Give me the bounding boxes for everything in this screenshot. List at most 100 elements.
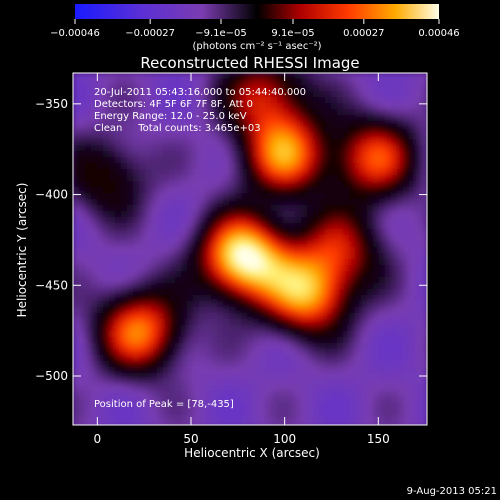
heatmap-cell bbox=[175, 367, 182, 374]
heatmap-cell bbox=[343, 193, 350, 200]
heatmap-cell bbox=[355, 403, 362, 410]
heatmap-cell bbox=[337, 115, 344, 122]
heatmap-cell bbox=[385, 73, 392, 80]
heatmap-cell bbox=[241, 361, 248, 368]
heatmap-cell bbox=[343, 127, 350, 134]
heatmap-cell bbox=[181, 325, 188, 332]
heatmap-cell bbox=[97, 145, 104, 152]
heatmap-cell bbox=[301, 109, 308, 116]
heatmap-cell bbox=[187, 295, 194, 302]
heatmap-cell bbox=[319, 355, 326, 362]
heatmap-cell bbox=[175, 253, 182, 260]
heatmap-cell bbox=[409, 409, 416, 416]
heatmap-cell bbox=[85, 223, 92, 230]
heatmap-cell bbox=[343, 103, 350, 110]
heatmap-cell bbox=[223, 337, 230, 344]
heatmap-cell bbox=[337, 265, 344, 272]
heatmap-cell bbox=[187, 205, 194, 212]
heatmap-cell bbox=[373, 373, 380, 380]
heatmap-cell bbox=[301, 277, 308, 284]
heatmap-cell bbox=[199, 133, 206, 140]
heatmap-cell bbox=[265, 175, 272, 182]
heatmap-cell bbox=[109, 139, 116, 146]
timestamp: 9-Aug-2013 05:21 bbox=[407, 486, 497, 497]
heatmap-cell bbox=[217, 355, 224, 362]
heatmap-cell bbox=[283, 349, 290, 356]
heatmap-cell bbox=[409, 343, 416, 350]
heatmap-cell bbox=[103, 331, 110, 338]
heatmap-cell bbox=[211, 85, 218, 92]
heatmap-cell bbox=[415, 103, 422, 110]
heatmap-cell bbox=[247, 115, 254, 122]
heatmap-cell bbox=[163, 271, 170, 278]
heatmap-cell bbox=[121, 217, 128, 224]
heatmap-cell bbox=[415, 277, 422, 284]
heatmap-cell bbox=[73, 367, 80, 374]
heatmap-cell bbox=[235, 73, 242, 80]
heatmap-cell bbox=[169, 385, 176, 392]
heatmap-cell bbox=[379, 277, 386, 284]
heatmap-cell bbox=[397, 91, 404, 98]
heatmap-cell bbox=[301, 229, 308, 236]
heatmap-cell bbox=[349, 253, 356, 260]
heatmap-cell bbox=[409, 181, 416, 188]
heatmap-cell bbox=[343, 325, 350, 332]
heatmap-cell bbox=[295, 319, 302, 326]
heatmap-cell bbox=[349, 343, 356, 350]
heatmap-cell bbox=[349, 385, 356, 392]
heatmap-cell bbox=[133, 151, 140, 158]
heatmap-cell bbox=[295, 241, 302, 248]
heatmap-cell bbox=[133, 79, 140, 86]
heatmap-cell bbox=[169, 103, 176, 110]
heatmap-cell bbox=[115, 133, 122, 140]
heatmap-cell bbox=[355, 97, 362, 104]
heatmap-cell bbox=[259, 295, 266, 302]
heatmap-cell bbox=[403, 331, 410, 338]
heatmap-cell bbox=[421, 127, 427, 134]
heatmap-cell bbox=[79, 103, 86, 110]
heatmap-cell bbox=[79, 115, 86, 122]
heatmap-cell bbox=[373, 337, 380, 344]
heatmap-cell bbox=[217, 91, 224, 98]
heatmap-cell bbox=[91, 211, 98, 218]
heatmap-cell bbox=[79, 181, 86, 188]
heatmap-cell bbox=[127, 211, 134, 218]
heatmap-cell bbox=[145, 343, 152, 350]
heatmap-cell bbox=[169, 409, 176, 416]
heatmap-cell bbox=[205, 283, 212, 290]
heatmap-cell bbox=[121, 199, 128, 206]
heatmap-cell bbox=[313, 319, 320, 326]
heatmap-cell bbox=[211, 421, 218, 425]
heatmap-cell bbox=[409, 355, 416, 362]
heatmap-cell bbox=[403, 259, 410, 266]
heatmap-cell bbox=[271, 91, 278, 98]
heatmap-cell bbox=[409, 217, 416, 224]
heatmap-cell bbox=[313, 241, 320, 248]
heatmap-cell bbox=[223, 277, 230, 284]
heatmap-cell bbox=[343, 181, 350, 188]
heatmap-cell bbox=[301, 271, 308, 278]
heatmap-cell bbox=[337, 133, 344, 140]
heatmap-cell bbox=[241, 181, 248, 188]
heatmap-cell bbox=[325, 223, 332, 230]
heatmap-cell bbox=[355, 361, 362, 368]
heatmap-cell bbox=[259, 301, 266, 308]
heatmap-cell bbox=[133, 295, 140, 302]
heatmap-cell bbox=[109, 115, 116, 122]
heatmap-cell bbox=[85, 91, 92, 98]
heatmap-cell bbox=[349, 361, 356, 368]
heatmap-cell bbox=[397, 421, 404, 425]
heatmap-cell bbox=[271, 403, 278, 410]
y-tick-label: −500 bbox=[35, 369, 68, 383]
heatmap-cell bbox=[421, 289, 427, 296]
heatmap-cell bbox=[271, 397, 278, 404]
heatmap-cell bbox=[163, 85, 170, 92]
heatmap-cell bbox=[397, 205, 404, 212]
heatmap-cell bbox=[145, 175, 152, 182]
heatmap-cell bbox=[343, 133, 350, 140]
heatmap-cell bbox=[229, 277, 236, 284]
heatmap-cell bbox=[127, 391, 134, 398]
heatmap-cell bbox=[403, 403, 410, 410]
heatmap-cell bbox=[355, 139, 362, 146]
heatmap-cell bbox=[217, 325, 224, 332]
